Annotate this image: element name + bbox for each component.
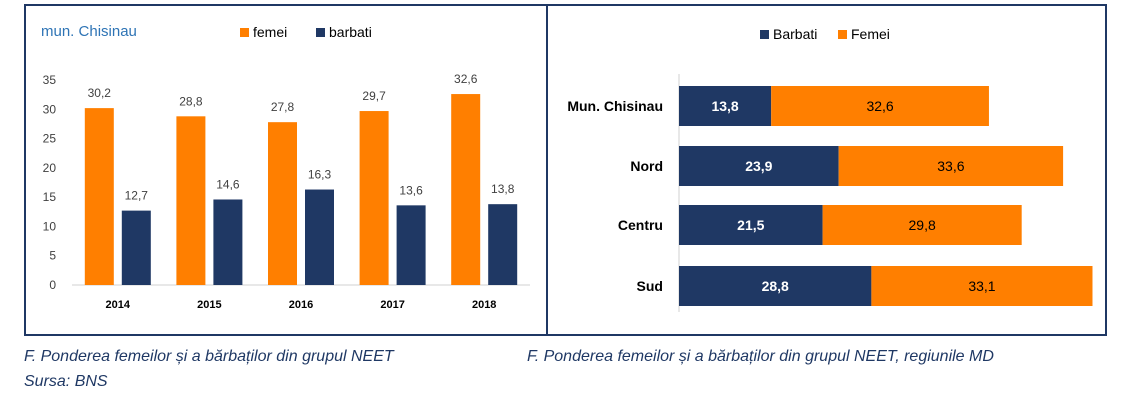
data-label: 21,5	[737, 217, 764, 233]
data-label: 16,3	[308, 168, 332, 182]
data-label: 29,8	[909, 217, 936, 233]
bar-femei	[268, 122, 297, 286]
x-tick-label: 2016	[289, 299, 313, 311]
x-tick-label: 2014	[106, 299, 131, 311]
x-tick-label: 2018	[472, 299, 496, 311]
bar-femei	[176, 116, 206, 285]
chart-panel-left: mun. Chisinau femei barbati 0 5 10 15 20 25 30 3…	[24, 4, 548, 336]
data-label: 12,7	[125, 189, 149, 203]
data-label: 33,1	[968, 278, 995, 294]
legend-swatch-femei	[838, 30, 847, 39]
x-tick-label: 2017	[380, 299, 404, 311]
bar-barbati	[679, 205, 823, 245]
data-label: 28,8	[762, 278, 789, 294]
bar-femei	[451, 94, 481, 285]
data-label: 33,6	[937, 158, 964, 174]
stacked-bar-chart-regions: Barbati Femei 13,8 32,6 23,9 33,6 21,5 29,8 28,…	[567, 26, 1093, 312]
bar-barbati	[305, 189, 334, 285]
data-label: 13,8	[711, 98, 738, 114]
bars: 13,8 32,6 23,9 33,6 21,5 29,8 28,8 33,1	[679, 86, 1093, 306]
y-tick-label: 5	[49, 249, 56, 263]
y-axis: 0 5 10 15 20 25 30 35	[43, 73, 57, 292]
bars: 30,2 12,7 28,8 14,6 27,8 16,3 29,7 13,6 32,6 13,8	[84, 72, 518, 286]
bar-femei	[871, 266, 1093, 306]
bar-femei	[838, 146, 1064, 186]
chart-title: mun. Chisinau	[41, 23, 137, 40]
data-label: 23,9	[745, 158, 772, 174]
category-label: Nord	[630, 158, 663, 174]
bar-barbati	[396, 205, 426, 285]
legend-label-femei: femei	[253, 24, 287, 40]
bar-femei	[359, 111, 389, 286]
legend-label-barbati: barbati	[329, 24, 372, 40]
bar-barbati	[121, 210, 151, 285]
caption-left: F. Ponderea femeilor și a bărbaților din…	[24, 348, 394, 365]
category-label: Centru	[618, 217, 663, 233]
bar-barbati	[679, 266, 872, 306]
bar-barbati	[679, 86, 772, 126]
data-label: 30,2	[88, 86, 112, 100]
bar-barbati	[488, 204, 518, 285]
bar-femei	[84, 108, 114, 285]
legend: femei barbati	[240, 24, 372, 40]
bar-barbati	[679, 146, 839, 186]
category-label: Mun. Chisinau	[567, 98, 663, 114]
data-label: 27,8	[271, 100, 295, 114]
legend: Barbati Femei	[760, 26, 890, 42]
y-tick-label: 15	[43, 190, 57, 204]
legend-swatch-femei	[240, 28, 249, 37]
data-label: 13,6	[399, 183, 423, 197]
legend-label-femei: Femei	[851, 26, 890, 42]
y-tick-label: 0	[49, 278, 56, 292]
column-chart-chisinau: mun. Chisinau femei barbati 0 5 10 15 20 25 30 3…	[41, 23, 530, 311]
category-label: Sud	[637, 278, 663, 294]
y-tick-label: 30	[43, 102, 57, 116]
y-tick-label: 35	[43, 73, 57, 87]
legend-swatch-barbati	[760, 30, 769, 39]
data-label: 28,8	[179, 94, 203, 108]
y-tick-label: 10	[43, 219, 57, 233]
category-axis: Mun. Chisinau Nord Centru Sud	[567, 98, 663, 294]
source-note: Sursa: BNS	[24, 373, 108, 390]
bar-barbati	[213, 199, 243, 285]
bar-femei	[822, 205, 1022, 245]
x-tick-label: 2015	[197, 299, 221, 311]
chart-panel-right: Barbati Femei 13,8 32,6 23,9 33,6 21,5 29,8 28,…	[546, 4, 1107, 336]
x-axis: 2014 2015 2016 2017 2018	[106, 299, 497, 311]
data-label: 14,6	[216, 177, 240, 191]
data-label: 29,7	[362, 89, 386, 103]
y-tick-label: 20	[43, 161, 57, 175]
data-label: 32,6	[866, 98, 893, 114]
data-label: 32,6	[454, 72, 478, 86]
data-label: 13,8	[491, 182, 515, 196]
bar-femei	[771, 86, 989, 126]
legend-label-barbati: Barbati	[773, 26, 817, 42]
y-tick-label: 25	[43, 132, 57, 146]
caption-right: F. Ponderea femeilor și a bărbaților din…	[527, 348, 994, 365]
legend-swatch-barbati	[316, 28, 325, 37]
